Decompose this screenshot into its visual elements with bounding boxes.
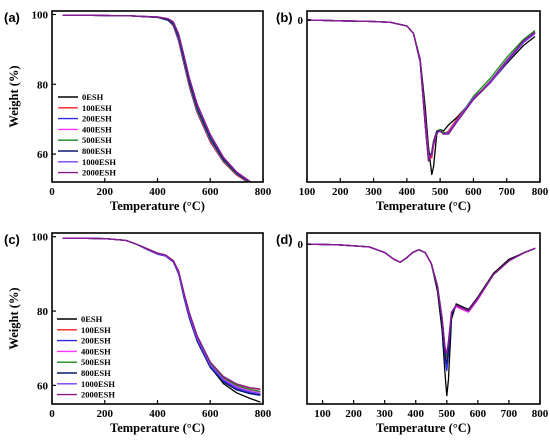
x-axis-title: Temperature (°C) bbox=[376, 199, 471, 213]
x-tick-label: 0 bbox=[49, 408, 55, 420]
series-line-400ESH bbox=[307, 19, 536, 161]
legend: 0ESH100ESH200ESH400ESH500ESH800ESH1000ES… bbox=[58, 92, 116, 178]
x-axis-title: Temperature (°C) bbox=[110, 421, 205, 435]
legend-label-0ESH: 0ESH bbox=[81, 314, 103, 324]
series-line-0ESH bbox=[307, 243, 536, 397]
series-line-200ESH bbox=[307, 243, 536, 372]
series-line-1000ESH bbox=[307, 243, 536, 354]
series-line-100ESH bbox=[307, 243, 536, 359]
x-tick-label: 200 bbox=[332, 186, 349, 198]
y-tick-label: 60 bbox=[37, 380, 49, 392]
x-tick-label: 700 bbox=[498, 186, 515, 198]
chart-panel-0: 0 200 400 600 800 60 80 100 Temperature (°C) Weig… bbox=[4, 9, 272, 213]
panel-label: (c) bbox=[4, 232, 20, 247]
chart-panel-1: 100 200 300 400 500 600 700 800 0 Temperature (°C… bbox=[276, 10, 549, 213]
legend-label-400ESH: 400ESH bbox=[81, 346, 111, 356]
x-axis-title: Temperature (°C) bbox=[110, 199, 205, 213]
y-tick-label: 100 bbox=[32, 232, 49, 244]
y-tick-label: 80 bbox=[37, 306, 49, 318]
x-tick-label: 100 bbox=[299, 186, 316, 198]
series-line-2000ESH bbox=[62, 237, 261, 390]
legend-label-200ESH: 200ESH bbox=[81, 336, 111, 346]
x-tick-label: 500 bbox=[432, 186, 449, 198]
plot-frame bbox=[306, 10, 541, 183]
x-tick-label: 800 bbox=[255, 186, 272, 198]
x-tick-label: 600 bbox=[465, 186, 482, 198]
series-line-500ESH bbox=[307, 243, 536, 358]
x-tick-label: 800 bbox=[532, 186, 549, 198]
series-group bbox=[307, 243, 536, 397]
series-group bbox=[307, 19, 536, 176]
x-tick-label: 200 bbox=[97, 186, 114, 198]
y-tick-label: 80 bbox=[37, 79, 49, 91]
series-line-2000ESH bbox=[307, 243, 536, 355]
y-tick-label: 0 bbox=[298, 15, 304, 27]
x-tick-label: 400 bbox=[149, 408, 166, 420]
y-axis-title: Weight (%) bbox=[7, 65, 21, 127]
chart-panel-3: 100 200 300 400 500 600 700 800 0 Temperature (°C… bbox=[276, 232, 549, 435]
plot-frame bbox=[306, 232, 541, 405]
legend-label-500ESH: 500ESH bbox=[82, 135, 112, 145]
legend-label-1000ESH: 1000ESH bbox=[82, 157, 116, 167]
legend-label-200ESH: 200ESH bbox=[82, 114, 112, 124]
legend-label-500ESH: 500ESH bbox=[81, 357, 111, 367]
x-tick-label: 0 bbox=[49, 186, 55, 198]
x-tick-label: 300 bbox=[365, 186, 382, 198]
series-line-2000ESH bbox=[307, 19, 536, 162]
x-tick-label: 300 bbox=[376, 408, 393, 420]
series-line-800ESH bbox=[307, 19, 536, 162]
panel-label: (a) bbox=[4, 10, 20, 25]
series-line-1000ESH bbox=[307, 19, 536, 158]
legend-label-100ESH: 100ESH bbox=[81, 325, 111, 335]
x-tick-label: 600 bbox=[202, 186, 219, 198]
x-tick-label: 600 bbox=[470, 408, 487, 420]
x-axis-title: Temperature (°C) bbox=[376, 421, 471, 435]
legend-label-1000ESH: 1000ESH bbox=[81, 379, 115, 389]
legend-label-800ESH: 800ESH bbox=[81, 368, 111, 378]
x-tick-label: 600 bbox=[202, 408, 219, 420]
x-tick-label: 400 bbox=[149, 186, 166, 198]
x-tick-label: 200 bbox=[97, 408, 114, 420]
chart-panel-2: 0 200 400 600 800 60 80 100 Temperature (°C) Weig… bbox=[4, 232, 272, 435]
x-tick-label: 700 bbox=[501, 408, 518, 420]
legend: 0ESH100ESH200ESH400ESH500ESH800ESH1000ES… bbox=[57, 314, 115, 400]
y-tick-label: 60 bbox=[37, 149, 49, 161]
x-tick-label: 400 bbox=[407, 408, 424, 420]
legend-label-800ESH: 800ESH bbox=[82, 146, 112, 156]
y-tick-label: 100 bbox=[32, 9, 49, 21]
x-tick-label: 200 bbox=[345, 408, 362, 420]
y-axis-title: Weight (%) bbox=[7, 287, 21, 349]
series-line-500ESH bbox=[307, 19, 536, 161]
y-tick-label: 0 bbox=[298, 239, 304, 251]
legend-label-100ESH: 100ESH bbox=[82, 103, 112, 113]
series-line-400ESH bbox=[307, 243, 536, 356]
panel-label: (b) bbox=[276, 10, 293, 25]
series-line-100ESH bbox=[307, 19, 536, 159]
x-tick-label: 800 bbox=[532, 408, 549, 420]
legend-label-2000ESH: 2000ESH bbox=[82, 168, 116, 178]
legend-label-400ESH: 400ESH bbox=[82, 124, 112, 134]
series-line-800ESH bbox=[307, 243, 536, 365]
series-line-0ESH bbox=[307, 19, 536, 176]
x-tick-label: 100 bbox=[314, 408, 331, 420]
panel-label: (d) bbox=[276, 232, 293, 247]
series-line-2000ESH bbox=[62, 14, 253, 182]
series-line-200ESH bbox=[307, 19, 536, 159]
x-tick-label: 500 bbox=[439, 408, 456, 420]
legend-label-2000ESH: 2000ESH bbox=[81, 390, 115, 400]
x-tick-label: 800 bbox=[255, 408, 272, 420]
series-group bbox=[62, 14, 253, 182]
series-group bbox=[62, 237, 261, 403]
legend-label-0ESH: 0ESH bbox=[82, 92, 104, 102]
x-tick-label: 400 bbox=[399, 186, 416, 198]
